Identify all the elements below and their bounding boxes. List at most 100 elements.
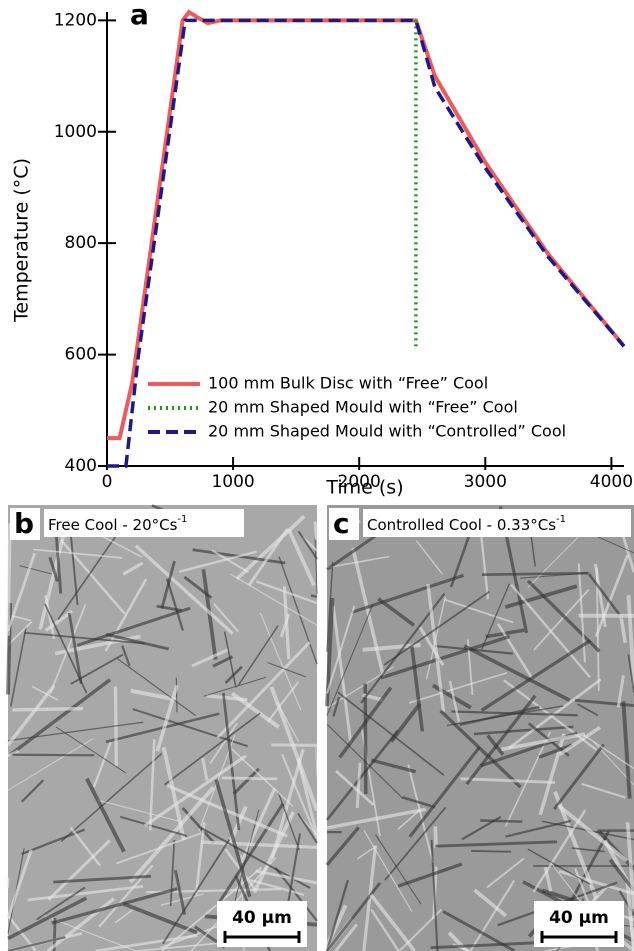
texture bbox=[12, 706, 84, 712]
texture bbox=[53, 874, 151, 884]
texture bbox=[297, 812, 318, 844]
texture bbox=[558, 725, 602, 756]
x-tick-label: 0 bbox=[102, 472, 113, 492]
texture bbox=[136, 941, 227, 951]
texture bbox=[216, 641, 311, 739]
texture bbox=[104, 578, 148, 652]
texture bbox=[166, 784, 288, 838]
texture bbox=[430, 839, 439, 951]
texture bbox=[49, 604, 87, 694]
y-tick-label: 600 bbox=[65, 345, 97, 365]
texture bbox=[335, 769, 375, 806]
scale-box bbox=[217, 901, 307, 947]
texture bbox=[363, 829, 413, 912]
texture bbox=[60, 753, 163, 843]
label-box bbox=[10, 508, 40, 540]
texture bbox=[7, 896, 88, 941]
texture bbox=[407, 764, 435, 864]
micrographs: b Free Cool - 20°Cs-140 μmc Controlled Coo… bbox=[6, 504, 634, 951]
texture bbox=[408, 746, 481, 838]
caption-superscript: -1 bbox=[177, 514, 187, 525]
texture bbox=[351, 547, 386, 678]
texture bbox=[326, 555, 390, 569]
texture bbox=[213, 603, 239, 633]
legend-label: 20 mm Shaped Mould with “Free” Cool bbox=[208, 398, 518, 417]
texture bbox=[12, 753, 95, 757]
texture bbox=[9, 626, 27, 707]
x-tick-label: 1000 bbox=[211, 472, 254, 492]
texture bbox=[446, 705, 564, 727]
texture bbox=[627, 654, 634, 693]
texture bbox=[31, 685, 59, 701]
texture bbox=[67, 612, 83, 685]
texture bbox=[533, 589, 590, 651]
texture bbox=[439, 709, 522, 789]
y-tick-label: 1200 bbox=[54, 10, 97, 30]
texture bbox=[510, 583, 591, 678]
texture bbox=[325, 826, 360, 867]
scale-bar bbox=[540, 931, 618, 943]
texture bbox=[230, 573, 318, 626]
texture bbox=[6, 849, 33, 919]
texture bbox=[173, 869, 187, 915]
texture bbox=[59, 539, 126, 615]
texture bbox=[496, 623, 534, 679]
texture bbox=[161, 747, 186, 841]
texture bbox=[95, 934, 198, 951]
texture bbox=[625, 822, 634, 909]
texture bbox=[134, 544, 234, 635]
texture bbox=[44, 595, 56, 639]
texture bbox=[527, 848, 591, 885]
texture bbox=[402, 796, 436, 809]
data-line bbox=[107, 18, 626, 468]
texture bbox=[259, 612, 302, 711]
texture bbox=[331, 605, 353, 744]
texture bbox=[574, 698, 634, 708]
texture bbox=[267, 662, 306, 678]
texture bbox=[169, 839, 176, 906]
texture bbox=[486, 857, 525, 889]
texture bbox=[300, 816, 318, 836]
texture bbox=[144, 754, 247, 828]
texture bbox=[116, 832, 202, 865]
texture bbox=[332, 696, 341, 717]
texture bbox=[334, 923, 358, 951]
texture bbox=[415, 540, 443, 575]
texture bbox=[269, 686, 319, 812]
texture bbox=[122, 902, 198, 935]
texture bbox=[206, 694, 248, 702]
texture bbox=[479, 526, 490, 600]
texture bbox=[55, 726, 127, 774]
texture bbox=[326, 562, 334, 652]
texture bbox=[6, 523, 12, 636]
texture bbox=[315, 746, 318, 777]
texture bbox=[532, 809, 587, 893]
texture bbox=[175, 677, 178, 713]
texture bbox=[203, 676, 266, 697]
texture bbox=[557, 803, 628, 863]
texture bbox=[608, 858, 634, 892]
texture bbox=[629, 916, 634, 951]
panel-label: b bbox=[14, 507, 34, 540]
texture bbox=[128, 785, 216, 884]
texture bbox=[337, 691, 445, 776]
scale-bar-label: 40 μm bbox=[232, 908, 292, 928]
texture bbox=[435, 840, 558, 848]
texture bbox=[481, 583, 510, 650]
texture bbox=[287, 528, 316, 587]
caption-box bbox=[363, 509, 631, 537]
texture bbox=[24, 631, 145, 645]
texture bbox=[54, 528, 63, 594]
panel-caption: Free Cool - 20°Cs-1 bbox=[48, 514, 187, 534]
texture bbox=[297, 530, 318, 560]
texture bbox=[588, 573, 624, 620]
texture bbox=[618, 614, 628, 644]
texture bbox=[543, 866, 553, 892]
texture bbox=[130, 688, 178, 702]
texture bbox=[33, 548, 123, 559]
texture bbox=[363, 683, 368, 795]
texture bbox=[255, 580, 318, 605]
texture bbox=[571, 847, 605, 853]
texture bbox=[239, 787, 277, 864]
